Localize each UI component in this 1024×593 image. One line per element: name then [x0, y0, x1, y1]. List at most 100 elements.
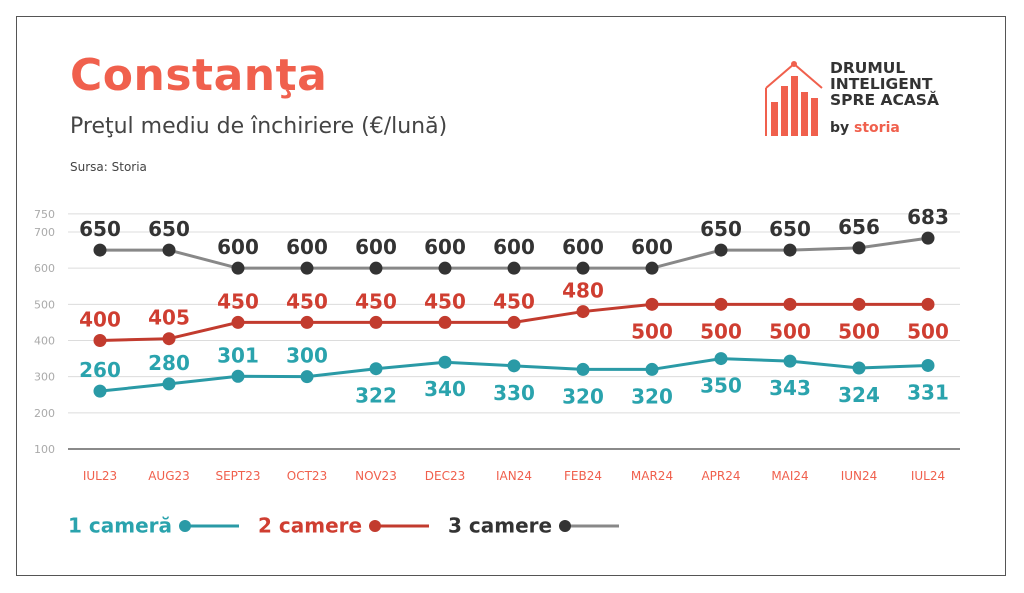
data-label: 600 [355, 235, 397, 259]
x-tick-label: IUN24 [841, 469, 878, 483]
data-label: 500 [769, 319, 811, 343]
data-label: 340 [424, 377, 466, 401]
data-label: 331 [907, 380, 949, 404]
data-point [231, 315, 245, 329]
x-tick-label: IUL24 [911, 469, 945, 483]
brand-by-storia: by storia [830, 120, 900, 136]
data-label: 600 [286, 235, 328, 259]
legend-1-camera: 1 cameră [68, 512, 239, 540]
data-point [576, 305, 590, 319]
y-tick-label: 300 [34, 371, 55, 384]
brand-by: by [830, 120, 850, 136]
brand-line-2: INTELIGENT [830, 75, 933, 93]
chart-title: Constanţa [70, 50, 328, 101]
data-point [576, 261, 590, 275]
data-point [93, 243, 107, 257]
data-label: 320 [631, 384, 673, 408]
x-tick-label: AUG23 [148, 469, 190, 483]
brand-line-3: SPRE ACASĂ [830, 91, 939, 109]
data-point [93, 334, 107, 347]
data-point [300, 261, 314, 275]
data-label: 650 [148, 217, 190, 241]
data-point [921, 358, 935, 372]
data-label: 600 [424, 235, 466, 259]
data-label: 650 [79, 217, 121, 241]
data-point [231, 261, 245, 275]
data-point [783, 243, 797, 257]
y-tick-label: 750 [34, 208, 55, 221]
data-point [369, 362, 383, 376]
data-point [714, 243, 728, 257]
legend-2-camere: 2 camere [258, 512, 430, 540]
data-point [783, 354, 797, 368]
data-label: 322 [355, 384, 397, 408]
x-tick-label: FEB24 [564, 469, 602, 483]
data-point [438, 315, 452, 329]
data-point [231, 369, 245, 383]
data-point [507, 359, 521, 373]
x-tick-label: SEPT23 [215, 469, 260, 483]
data-point [645, 362, 659, 376]
data-label: 450 [493, 289, 535, 313]
data-point [921, 231, 935, 245]
data-label: 450 [355, 289, 397, 313]
data-point [852, 241, 866, 255]
data-point [300, 370, 314, 384]
brand-line-1: DRUMUL [830, 59, 906, 77]
data-point [438, 261, 452, 275]
data-label: 600 [562, 235, 604, 259]
data-label: 650 [769, 217, 811, 241]
y-tick-label: 400 [34, 335, 55, 348]
data-label: 280 [148, 351, 190, 375]
data-label: 500 [838, 319, 880, 343]
data-point [369, 261, 383, 275]
data-point [162, 377, 176, 391]
data-point [162, 332, 176, 346]
data-point [645, 261, 659, 275]
data-label: 350 [700, 374, 742, 398]
data-label: 500 [907, 319, 949, 343]
data-point [852, 297, 866, 311]
y-tick-label: 700 [34, 226, 55, 239]
source-note: Sursa: Storia [70, 160, 147, 174]
y-tick-label: 200 [34, 407, 55, 420]
data-point [369, 315, 383, 329]
x-tick-label: MAI24 [771, 469, 808, 483]
x-tick-label: IUL23 [83, 469, 117, 483]
y-tick-label: 600 [34, 262, 55, 275]
brand-name: DRUMUL INTELIGENT SPRE ACASĂ [830, 60, 939, 108]
data-point [162, 243, 176, 257]
data-point [645, 297, 659, 311]
data-label: 600 [217, 235, 259, 259]
data-point [507, 315, 521, 329]
x-tick-label: IAN24 [496, 469, 532, 483]
y-tick-label: 100 [34, 443, 55, 456]
data-label: 656 [838, 215, 880, 239]
brand-storia: storia [854, 120, 900, 136]
legend-label-1-camera: 1 cameră [68, 513, 172, 538]
data-label: 500 [700, 319, 742, 343]
data-point [438, 355, 452, 369]
data-label: 260 [79, 358, 121, 382]
data-label: 450 [286, 289, 328, 313]
house-bar-chart-icon [765, 61, 823, 136]
data-point [93, 384, 107, 398]
legend-swatch-3-camere [559, 519, 620, 532]
chart-subtitle: Preţul mediu de închiriere (€/lună) [70, 114, 448, 139]
data-point [576, 362, 590, 376]
data-label: 324 [838, 383, 880, 407]
data-label: 400 [79, 308, 121, 332]
data-label: 405 [148, 306, 190, 330]
x-tick-label: OCT23 [287, 469, 327, 483]
x-tick-label: NOV23 [355, 469, 397, 483]
y-tick-label: 500 [34, 298, 55, 311]
data-point [783, 297, 797, 311]
legend-swatch-2-camere [369, 519, 430, 532]
data-label: 330 [493, 381, 535, 405]
data-point [300, 315, 314, 329]
legend-swatch-1-camera [178, 519, 239, 532]
data-label: 300 [286, 344, 328, 368]
data-label: 650 [700, 217, 742, 241]
x-tick-label: MAR24 [631, 469, 673, 483]
